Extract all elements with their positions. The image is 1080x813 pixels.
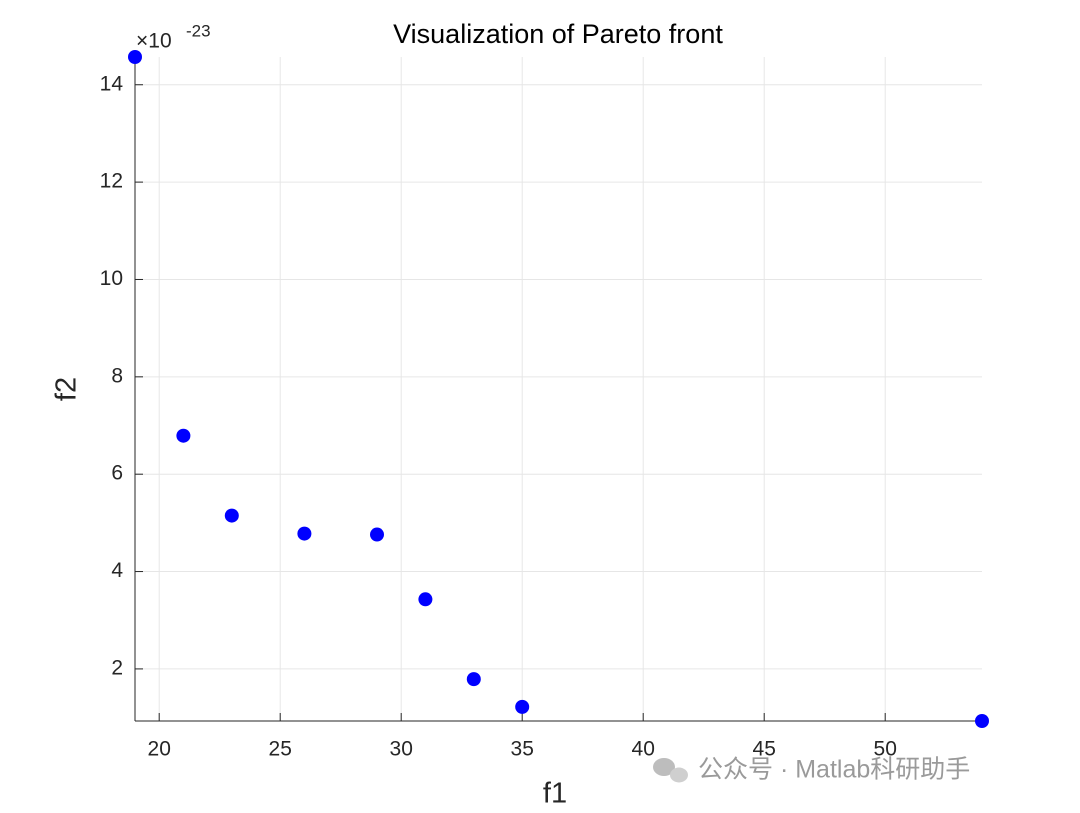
point xyxy=(975,714,989,728)
y-tick-label: 8 xyxy=(111,364,123,387)
point xyxy=(176,428,191,443)
point xyxy=(128,50,142,64)
point xyxy=(515,699,530,714)
x-axis-label: f1 xyxy=(543,778,567,810)
y-tick-label: 10 xyxy=(100,267,123,290)
x-tick-label: 25 xyxy=(269,738,292,761)
y-axis-label: f2 xyxy=(51,377,83,401)
x-tick-label: 30 xyxy=(390,738,413,761)
point xyxy=(418,592,433,607)
y-tick-label: 14 xyxy=(100,72,124,95)
x-tick-label: 40 xyxy=(632,738,655,761)
x-tick-label: 50 xyxy=(874,738,897,761)
watermark: 公众号 · Matlab科研助手 xyxy=(653,756,970,784)
watermark-icon xyxy=(670,767,688,783)
point xyxy=(224,508,239,523)
y-tick-label: 4 xyxy=(111,559,123,582)
x-tick-label: 35 xyxy=(511,738,534,761)
x-tick-label: 45 xyxy=(753,738,776,761)
y-exponent-power: -23 xyxy=(186,21,211,40)
chart-title: Visualization of Pareto front xyxy=(393,19,723,49)
y-tick-label: 12 xyxy=(100,170,123,193)
watermark-icon xyxy=(653,758,675,776)
point xyxy=(297,526,312,541)
x-tick-label: 20 xyxy=(148,738,171,761)
point xyxy=(466,672,481,687)
watermark-text: 公众号 · Matlab科研助手 xyxy=(698,756,970,784)
y-tick-label: 6 xyxy=(111,462,123,485)
y-tick-label: 2 xyxy=(111,656,123,679)
point xyxy=(370,527,384,542)
grid xyxy=(135,57,982,721)
y-exponent-base: ×10 xyxy=(136,30,172,53)
